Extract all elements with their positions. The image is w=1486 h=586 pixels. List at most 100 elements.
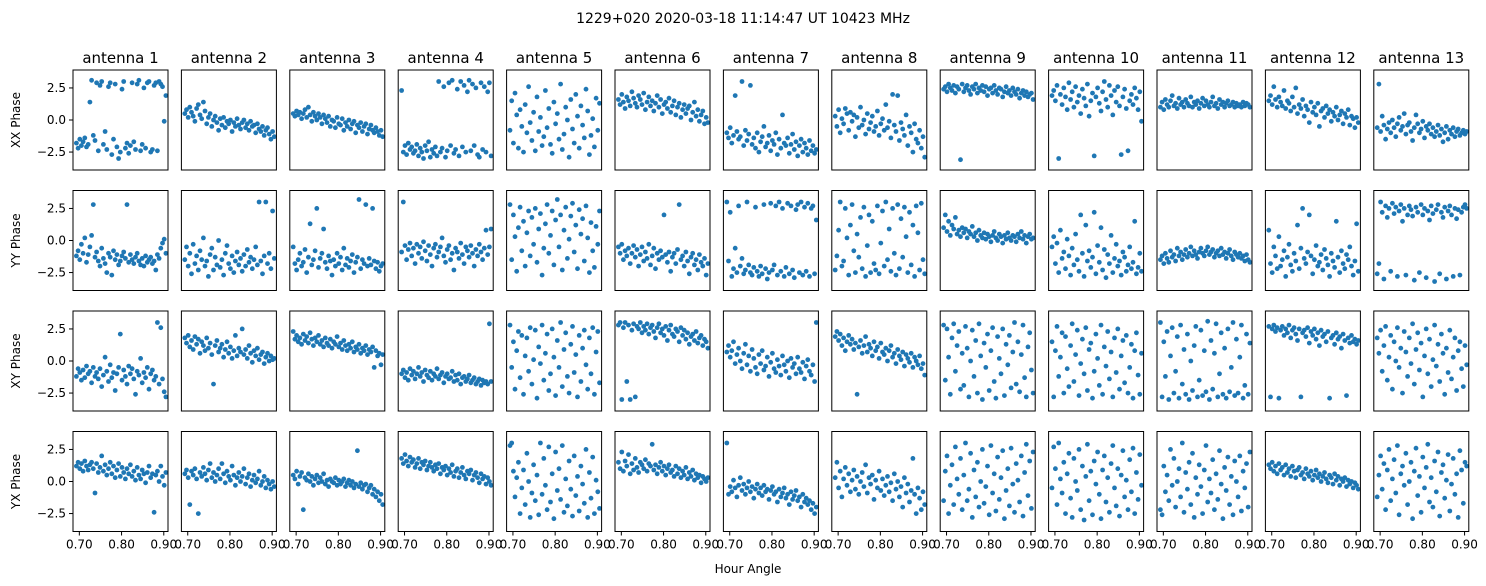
data-point bbox=[846, 333, 852, 338]
data-point bbox=[126, 150, 132, 156]
data-point bbox=[1340, 121, 1346, 127]
data-point bbox=[961, 383, 967, 388]
data-point bbox=[671, 98, 677, 104]
data-point bbox=[319, 479, 325, 484]
data-point bbox=[1403, 450, 1409, 456]
data-point bbox=[101, 468, 106, 474]
data-point bbox=[1134, 271, 1139, 277]
data-point bbox=[185, 115, 191, 120]
data-point bbox=[458, 381, 464, 387]
data-point bbox=[104, 472, 110, 478]
data-point bbox=[1440, 215, 1446, 220]
y-tick-label: −2.5 bbox=[37, 266, 66, 280]
data-point bbox=[1161, 107, 1167, 113]
data-point bbox=[249, 266, 255, 272]
data-point bbox=[212, 479, 218, 484]
data-point bbox=[898, 484, 904, 489]
data-point bbox=[380, 261, 386, 266]
data-point bbox=[1127, 244, 1133, 250]
data-point bbox=[1051, 234, 1057, 240]
data-point bbox=[986, 388, 992, 393]
data-point bbox=[1105, 104, 1111, 110]
data-point bbox=[1427, 217, 1432, 223]
data-point bbox=[700, 263, 706, 269]
data-point bbox=[316, 333, 321, 338]
data-point bbox=[1432, 458, 1437, 464]
data-point bbox=[864, 111, 870, 116]
data-point bbox=[671, 474, 677, 479]
data-point bbox=[918, 145, 924, 151]
data-point bbox=[670, 103, 675, 109]
data-point bbox=[334, 250, 340, 256]
x-tick-label: 0.70 bbox=[716, 538, 743, 552]
data-point bbox=[1410, 138, 1415, 143]
data-point bbox=[416, 250, 421, 256]
data-point bbox=[192, 118, 198, 124]
data-point bbox=[1455, 207, 1461, 213]
data-point bbox=[780, 353, 785, 359]
data-point bbox=[1053, 98, 1058, 104]
data-point bbox=[585, 386, 591, 392]
data-point bbox=[1012, 320, 1017, 325]
data-point bbox=[1401, 111, 1407, 116]
data-point bbox=[1174, 479, 1180, 484]
data-point bbox=[446, 243, 452, 249]
antenna-title: antenna 10 bbox=[1053, 49, 1139, 67]
data-point bbox=[124, 466, 130, 472]
data-point bbox=[209, 352, 215, 357]
data-point bbox=[1178, 322, 1183, 328]
data-point bbox=[1183, 470, 1189, 475]
data-point bbox=[1457, 448, 1463, 454]
data-point bbox=[1442, 130, 1448, 136]
data-point bbox=[1123, 268, 1129, 274]
data-point bbox=[1418, 509, 1424, 515]
panel bbox=[614, 190, 711, 291]
data-point bbox=[134, 465, 140, 470]
data-point bbox=[786, 502, 792, 507]
data-point bbox=[700, 108, 706, 114]
data-point bbox=[414, 371, 420, 377]
data-point bbox=[991, 83, 997, 88]
data-point bbox=[922, 271, 928, 277]
data-point bbox=[155, 148, 160, 154]
data-point bbox=[1064, 471, 1070, 477]
data-point bbox=[263, 199, 269, 205]
data-point bbox=[266, 131, 272, 137]
data-point bbox=[1396, 115, 1402, 120]
data-point bbox=[1313, 336, 1319, 342]
data-point bbox=[1418, 126, 1424, 132]
data-point bbox=[812, 379, 817, 384]
panel: 0.70 0.80 0.90 bbox=[1258, 431, 1370, 552]
data-point bbox=[268, 486, 274, 492]
data-point bbox=[995, 238, 1000, 243]
data-point bbox=[316, 265, 321, 270]
data-point bbox=[266, 481, 272, 487]
data-point bbox=[1293, 475, 1299, 481]
data-point bbox=[649, 441, 655, 447]
data-point bbox=[905, 143, 911, 149]
data-point bbox=[783, 495, 789, 501]
data-point bbox=[270, 129, 275, 134]
data-point bbox=[1303, 261, 1309, 266]
data-point bbox=[407, 454, 413, 460]
data-point bbox=[470, 477, 475, 483]
data-point bbox=[597, 380, 602, 386]
data-point bbox=[649, 98, 655, 104]
data-point bbox=[1053, 348, 1058, 354]
data-point bbox=[546, 444, 552, 450]
data-point bbox=[1101, 79, 1107, 84]
data-point bbox=[1330, 109, 1336, 115]
data-point bbox=[1073, 84, 1078, 90]
data-point bbox=[427, 252, 433, 257]
data-point bbox=[1098, 322, 1104, 328]
data-point bbox=[1327, 395, 1332, 401]
data-point bbox=[136, 372, 142, 378]
data-point bbox=[546, 106, 552, 111]
data-point bbox=[322, 116, 328, 122]
data-point bbox=[1083, 474, 1089, 479]
data-point bbox=[981, 89, 987, 95]
data-point bbox=[487, 244, 492, 250]
data-point bbox=[913, 511, 919, 516]
data-point bbox=[531, 357, 536, 363]
data-point bbox=[732, 93, 738, 98]
